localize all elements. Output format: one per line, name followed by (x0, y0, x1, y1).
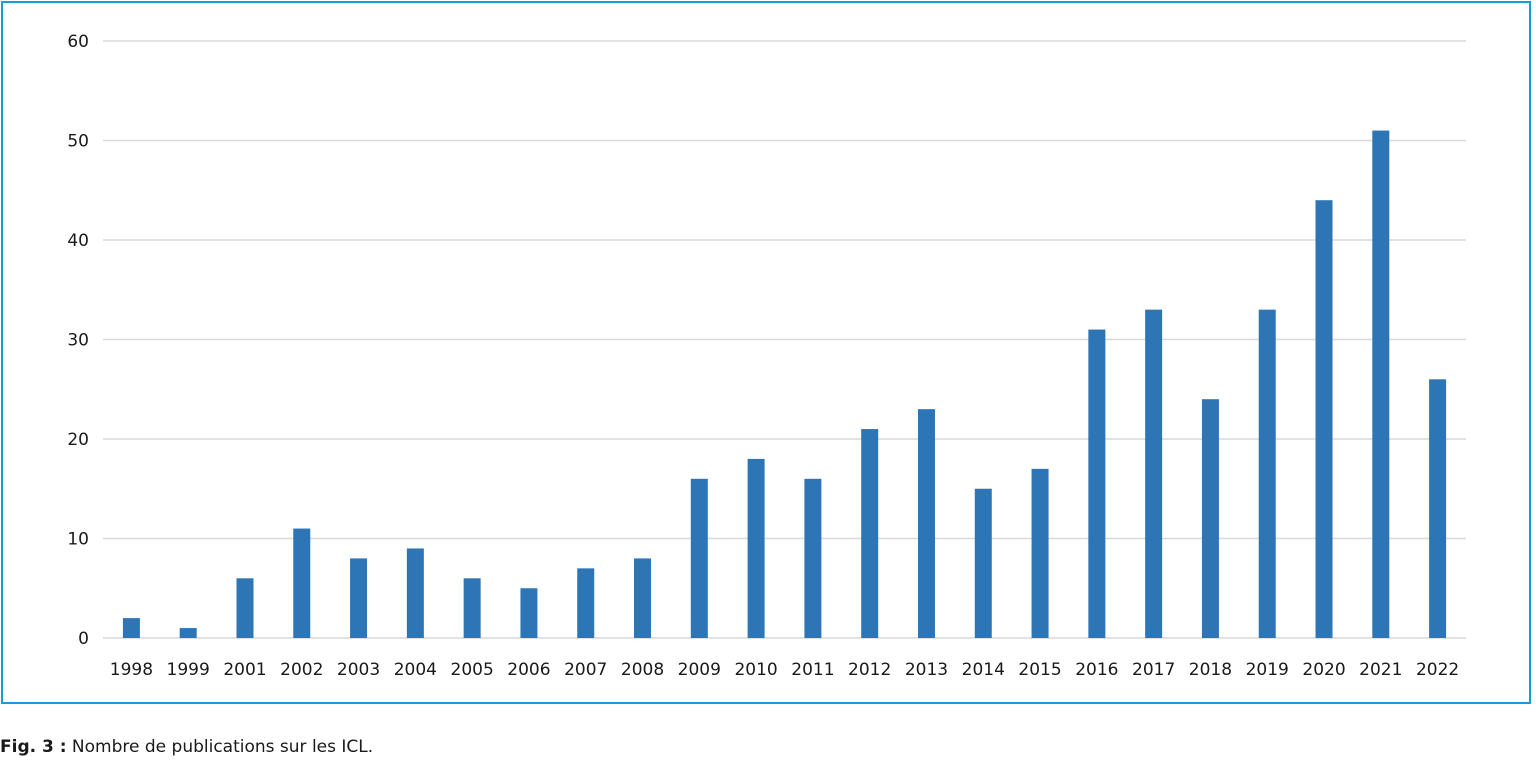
x-tick-label: 2003 (337, 660, 380, 680)
x-tick-label: 2011 (791, 660, 834, 680)
figure-caption: Fig. 3 : Nombre de publications sur les … (0, 737, 373, 757)
x-tick-label: 2006 (507, 660, 550, 680)
bar-2006 (520, 588, 538, 638)
bar-2018 (1201, 399, 1219, 638)
y-tick-label: 50 (67, 132, 89, 152)
x-tick-label: 2002 (280, 660, 323, 680)
x-tick-label: 2005 (451, 660, 494, 680)
x-tick-label: 2008 (621, 660, 664, 680)
y-tick-label: 20 (67, 430, 89, 450)
bar-2020 (1315, 200, 1333, 638)
bar-2001 (236, 578, 254, 638)
x-tick-label: 2020 (1302, 660, 1345, 680)
bar-2004 (406, 548, 424, 638)
caption-label: Fig. 3 : (0, 737, 67, 757)
y-tick-label: 0 (78, 629, 89, 649)
bar-2016 (1088, 329, 1106, 638)
x-tick-label: 2001 (223, 660, 266, 680)
x-tick-label: 2007 (564, 660, 607, 680)
bar-2009 (690, 478, 708, 638)
bar-2014 (974, 488, 992, 638)
bar-2010 (747, 458, 765, 638)
x-tick-label: 1999 (167, 660, 210, 680)
bar-2017 (1145, 309, 1163, 638)
bar-2011 (804, 478, 822, 638)
bar-2005 (463, 578, 481, 638)
x-tick-label: 2019 (1246, 660, 1289, 680)
x-tick-label: 2013 (905, 660, 948, 680)
bar-2022 (1429, 379, 1447, 638)
x-tick-label: 2009 (678, 660, 721, 680)
y-tick-label: 10 (67, 530, 89, 550)
y-tick-label: 40 (67, 231, 89, 251)
x-tick-label: 2004 (394, 660, 437, 680)
x-tick-label: 2016 (1075, 660, 1118, 680)
y-tick-label: 60 (67, 32, 89, 52)
x-tick-label: 2021 (1359, 660, 1402, 680)
bar-1999 (179, 628, 197, 638)
bar-2007 (577, 568, 595, 638)
bar-1998 (122, 618, 140, 638)
x-tick-label: 2017 (1132, 660, 1175, 680)
bar-2019 (1258, 309, 1276, 638)
x-tick-label: 2012 (848, 660, 891, 680)
x-tick-label: 2022 (1416, 660, 1459, 680)
x-axis-ticks: 1998 1999 2001 2002 2003 2004 2005 2006 2007 2008… (110, 660, 1459, 680)
bar-2002 (293, 528, 311, 638)
x-tick-label: 2010 (734, 660, 777, 680)
y-axis-ticks: 0 10 20 30 40 50 60 (67, 32, 89, 649)
bars (122, 130, 1447, 639)
bar-2021 (1372, 130, 1390, 639)
bar-2008 (634, 558, 652, 638)
bar-2013 (917, 409, 935, 638)
x-tick-label: 2018 (1189, 660, 1232, 680)
bar-2015 (1031, 468, 1049, 638)
x-tick-label: 2015 (1018, 660, 1061, 680)
y-tick-label: 30 (67, 331, 89, 351)
x-tick-label: 1998 (110, 660, 153, 680)
bar-2003 (350, 558, 368, 638)
chart-frame (1, 1, 1531, 704)
bar-chart: 0 10 20 30 40 50 60 1998 1999 2001 2002 2003 2004 20… (67, 32, 1466, 680)
x-tick-label: 2014 (962, 660, 1005, 680)
gridlines (103, 40, 1466, 639)
bar-2012 (861, 429, 879, 638)
caption-text: Nombre de publications sur les ICL. (66, 737, 374, 757)
